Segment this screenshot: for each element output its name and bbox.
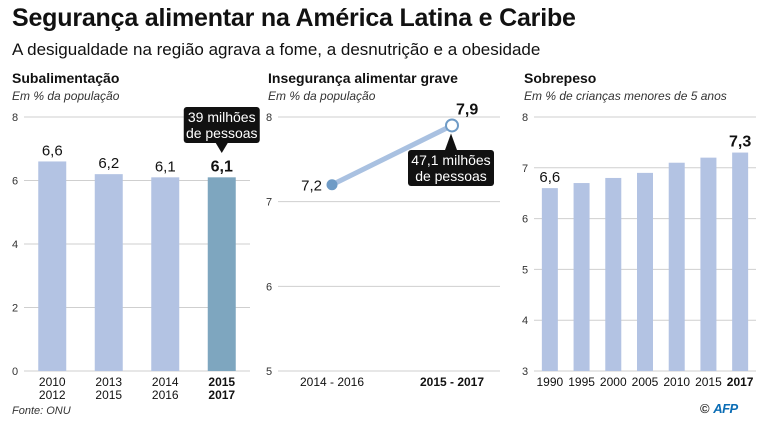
chart1-data-label: 6,1 [155,158,176,175]
chart3-ytick-label: 8 [522,112,528,124]
chart3-bar [700,157,717,371]
panel-title-subalimentacao: Subalimentação [12,70,120,86]
chart3-bar [573,183,590,371]
chart3-xtick-label: 2010 [663,375,690,389]
chart1-ytick-label: 6 [12,176,18,188]
source-note: Fonte: ONU [12,405,71,417]
chart2-ytick-label: 8 [266,112,272,124]
panel-ylabel-sobrepeso: Em % de crianças menores de 5 anos [524,89,727,103]
page-subtitle: A desigualdade na região agrava a fome, … [12,40,541,59]
chart3-xtick-label: 2000 [600,375,627,389]
chart1-callout-text: de pessoas [186,125,258,141]
copyright-symbol: © [700,401,710,416]
agency-credit: © AFP [700,401,738,416]
chart2-series-line [330,123,454,187]
chart3-ytick-label: 6 [522,214,528,226]
chart1-xtick-label: 2017 [208,388,235,402]
chart2-callout-box [408,150,494,186]
chart3-xtick-label: 1990 [537,375,564,389]
chart1-callout-pointer [215,143,228,153]
chart3-xtick-label: 2017 [727,375,754,389]
chart1-bar [94,174,123,371]
chart3-data-label: 7,3 [729,134,751,151]
chart2-ytick-label: 6 [266,281,272,293]
panel-title-inseguranca: Insegurança alimentar grave [268,70,458,86]
chart1-ytick-label: 4 [12,239,18,251]
chart1-xtick-label: 2015 [95,388,122,402]
chart3-ytick-label: 5 [522,264,528,276]
chart1-xtick-label: 2010 [39,375,66,389]
chart3-bar [668,162,685,371]
chart1-ytick-label: 8 [12,112,18,124]
chart1-xtick-label: 2013 [95,375,122,389]
chart2-callout-text: 47,1 milhões [411,152,490,168]
chart2-point [326,179,338,191]
chart1-data-label: 6,6 [42,142,63,159]
page-title: Segurança alimentar na América Latina e … [12,4,576,32]
chart1-ytick-label: 0 [12,366,18,378]
panel-title-sobrepeso: Sobrepeso [524,70,597,86]
chart2-xtick-label: 2015 - 2017 [420,375,484,389]
chart3-ytick-label: 4 [522,315,528,327]
afp-logo: AFP [713,401,738,416]
chart3-ytick-label: 7 [522,163,528,175]
chart1-xtick-label: 2016 [152,388,179,402]
panel-ylabel-inseguranca: Em % da população [268,89,376,103]
chart1-bar [207,177,236,371]
chart1-bar [38,161,67,371]
chart3-xtick-label: 1995 [568,375,595,389]
chart1-xtick-label: 2012 [39,388,66,402]
chart1-xtick-label: 2014 [152,375,179,389]
chart1-ytick-label: 2 [12,303,18,315]
panel-ylabel-subalimentacao: Em % da população [12,89,120,103]
chart2-callout-pointer [445,133,457,150]
chart2-data-label: 7,9 [456,101,478,118]
chart3-data-label: 6,6 [539,169,560,186]
chart3-bar [605,177,622,371]
chart3-bar [732,152,749,371]
chart3-bar [637,172,653,371]
chart1-xtick-label: 2015 [208,375,235,389]
chart3-ytick-label: 3 [522,366,528,378]
chart3-xtick-label: 2015 [695,375,722,389]
chart2-ytick-label: 5 [266,366,272,378]
chart1-data-label: 6,1 [211,158,233,175]
chart2-ytick-label: 7 [266,197,272,209]
chart2-point [445,118,459,133]
chart3-bar [541,188,558,371]
chart2-callout-text: de pessoas [415,168,487,184]
chart2-data-label: 7,2 [301,178,322,195]
chart1-bar [151,177,180,371]
chart1-data-label: 6,2 [98,155,119,172]
chart1-callout-box [183,107,260,143]
chart1-callout-text: 39 milhões [188,109,256,125]
chart2-xtick-label: 2014 - 2016 [300,375,364,389]
chart3-xtick-label: 2005 [632,375,659,389]
